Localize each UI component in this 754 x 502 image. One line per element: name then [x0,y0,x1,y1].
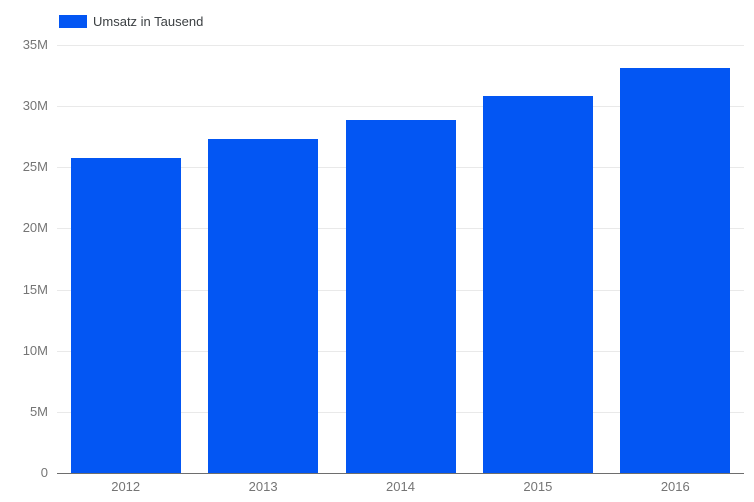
x-tick-label-2014: 2014 [386,479,415,494]
gridline-30M [57,106,744,108]
gridline-35M [57,45,744,46]
y-tick-label-25M: 25M [22,159,48,175]
x-tick-label-2012: 2012 [111,479,141,494]
y-tick-label-30M: 30M [22,98,48,114]
bar-2015[interactable] [482,96,593,473]
y-tick-label-35M: 35M [22,37,48,52]
x-axis-line [57,473,744,474]
x-tick-label-2015: 2015 [523,479,553,494]
bar-2012[interactable] [70,157,181,473]
bar-2016[interactable] [620,68,731,473]
y-tick-label-15M: 15M [22,281,48,297]
y-tick-label-0: 0 [40,465,48,480]
x-tick-label-2016: 2016 [660,479,690,494]
y-tick-label-5M: 5M [29,403,48,419]
plot-area [57,45,744,474]
y-tick-label-10M: 10M [22,342,48,358]
bar-2014[interactable] [345,119,456,473]
y-tick-label-20M: 20M [22,220,48,236]
legend: Umsatz in Tausend [59,14,203,29]
legend-label: Umsatz in Tausend [93,14,204,29]
bar-2013[interactable] [208,139,319,473]
legend-swatch [59,15,87,28]
x-tick-label-2013: 2013 [248,479,278,494]
